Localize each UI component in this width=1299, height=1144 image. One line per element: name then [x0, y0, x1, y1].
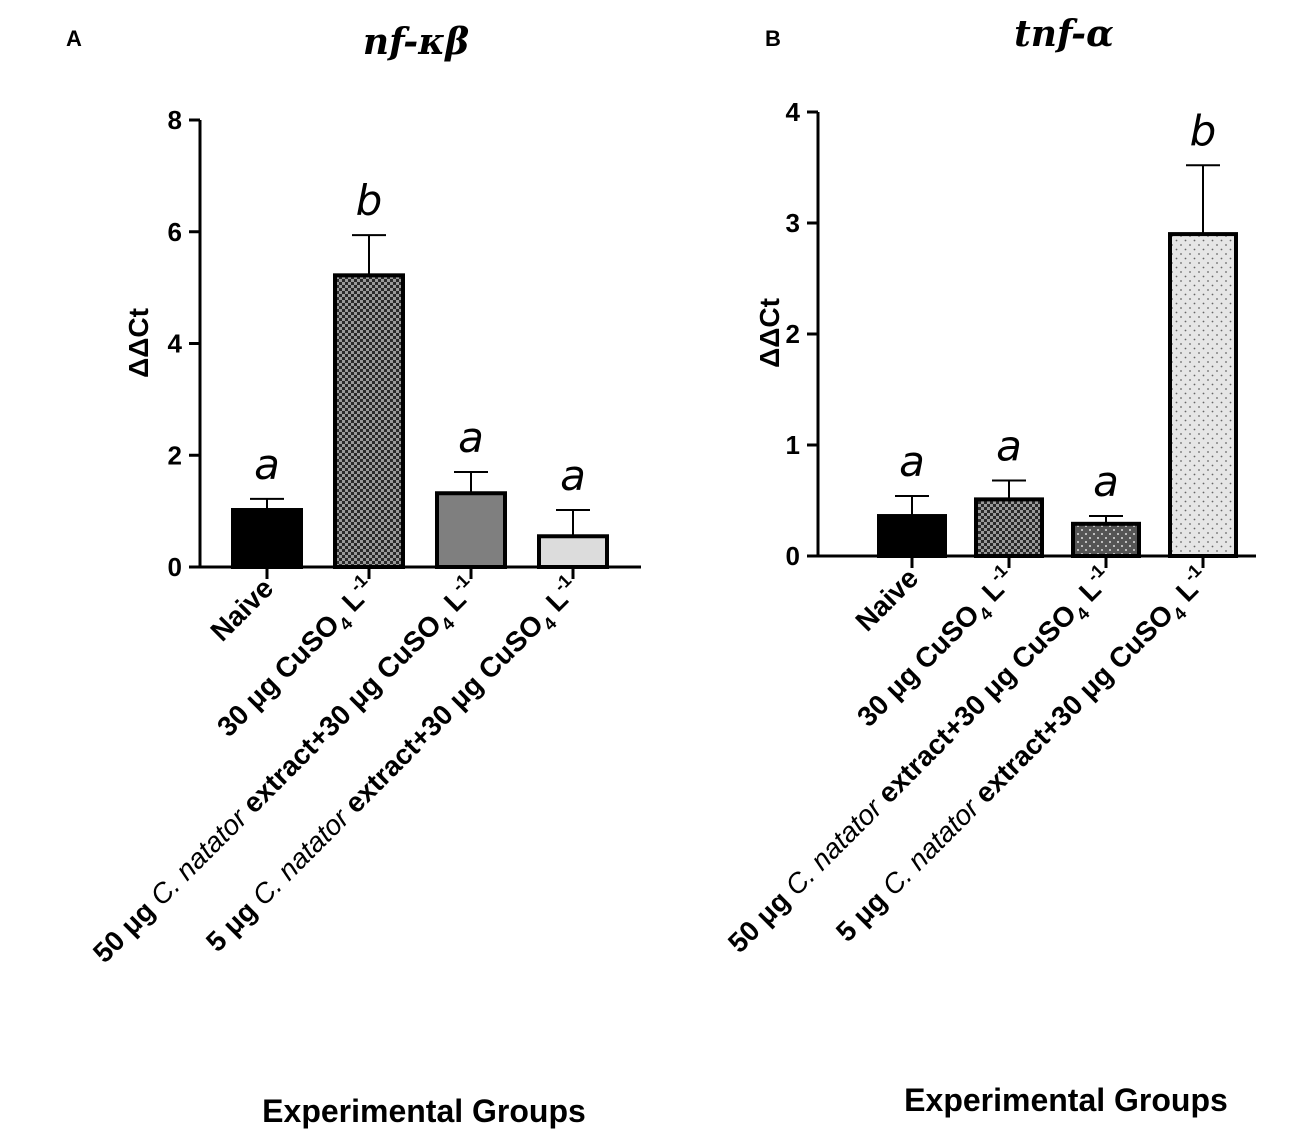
panel-b-bar-cu30 [974, 497, 1044, 559]
panel-b-significance-letter: b [1190, 106, 1217, 155]
panel-a-bar-ext50 [435, 491, 507, 569]
panel-b-y-tick-label: 0 [786, 541, 800, 571]
panel-a-y-tick-label: 4 [168, 329, 183, 359]
panel-b-category-label-ext50: 50 μg C. natator extract+30 μg CuSO4 L-1 [720, 560, 1123, 963]
panel-a-title: nf-κβ [363, 21, 469, 63]
panel-a-category-label-ext5: 5 μg C. natator extract+30 μg CuSO4 L-1 [198, 570, 590, 962]
panel-b-bar-naive [877, 514, 947, 558]
panel-a-bar-ext5 [537, 534, 609, 569]
panel-b-category-label-cu30: 30 μg CuSO4 L-1 [849, 560, 1026, 737]
panel-b-y-tick-label: 3 [786, 208, 800, 238]
panel-b-letter: B [765, 26, 781, 51]
panel-b-category-label-naive: Naive [849, 562, 924, 637]
panel-a-significance-letter: b [356, 176, 383, 225]
panel-b-title: tnf-α [1014, 13, 1114, 55]
panel-a-y-axis-label: ΔΔCt [123, 308, 154, 378]
panel-b-significance-letter: a [1093, 457, 1119, 506]
panel-a-category-label-ext50: 50 μg C. natator extract+30 μg CuSO4 L-1 [85, 570, 488, 973]
panel-a-significance-letter: a [560, 451, 586, 500]
panel-b-bars: a a a b [877, 106, 1238, 568]
panel-a-bar-naive [231, 508, 303, 570]
panel-b-y-tick-label: 4 [786, 97, 801, 127]
panel-a-y-tick-label: 2 [168, 440, 182, 470]
panel-b-significance-letter: a [899, 437, 925, 486]
panel-b-y-tick-label: 2 [786, 319, 800, 349]
panel-b-bar-ext5 [1168, 232, 1238, 558]
panel-a-letter: A [66, 26, 82, 51]
panel-b-y-tick-label: 1 [786, 430, 800, 460]
panel-a-y-tick-label: 0 [168, 552, 182, 582]
panel-a-significance-letter: a [458, 413, 484, 462]
panel-b-bar-ext50 [1071, 521, 1141, 558]
panel-a-y-tick-label: 6 [168, 217, 182, 247]
panel-a-significance-letter: a [254, 440, 280, 489]
panel-a-x-axis-label: Experimental Groups [262, 1093, 586, 1129]
panel-a-bar-cu30 [333, 273, 405, 569]
panel-b-x-axis-label: Experimental Groups [904, 1082, 1228, 1118]
panel-a-y-tick-label: 8 [168, 105, 182, 135]
panel-b-significance-letter: a [996, 422, 1022, 471]
panel-b-y-axis-label: ΔΔCt [754, 298, 785, 368]
panel-a-category-label-naive: Naive [204, 572, 279, 647]
panel-a-bars: a b a a [231, 176, 609, 579]
